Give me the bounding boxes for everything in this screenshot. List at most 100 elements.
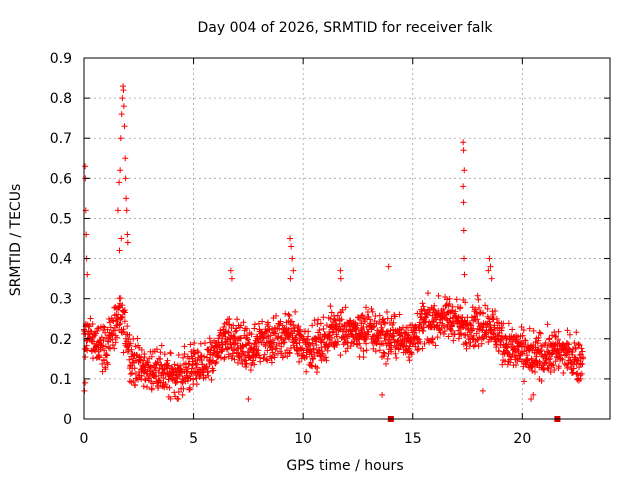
data-point (460, 183, 467, 190)
data-point (416, 336, 423, 343)
data-point (433, 316, 440, 323)
data-point (576, 351, 583, 358)
data-point (522, 337, 529, 344)
data-point (402, 342, 409, 349)
data-point (105, 316, 112, 323)
data-point (239, 348, 246, 355)
data-point (460, 147, 467, 154)
data-point (107, 336, 114, 343)
data-point (164, 357, 171, 364)
data-point (92, 347, 99, 354)
data-point (285, 326, 292, 333)
data-point (121, 318, 128, 325)
data-point (163, 384, 170, 391)
data-point (94, 325, 101, 332)
data-point (576, 342, 583, 349)
data-point (574, 357, 581, 364)
data-point (358, 312, 365, 319)
data-point (364, 331, 371, 338)
data-point (505, 320, 512, 327)
data-point (487, 326, 494, 333)
data-point (461, 167, 468, 174)
data-point (305, 328, 312, 335)
data-point (309, 322, 316, 329)
data-point (101, 347, 108, 354)
data-point (508, 354, 515, 361)
data-point (475, 343, 482, 350)
data-point (157, 349, 164, 356)
data-point (390, 333, 397, 340)
data-point (579, 355, 586, 362)
data-point (315, 347, 322, 354)
data-point (118, 314, 125, 321)
data-point (157, 361, 164, 368)
data-point (120, 349, 127, 356)
data-point (537, 330, 544, 337)
data-point (261, 351, 268, 358)
data-point (124, 323, 131, 330)
data-point (91, 346, 98, 353)
data-point (515, 333, 522, 340)
data-point (244, 336, 251, 343)
data-point (392, 313, 399, 320)
data-point (476, 304, 483, 311)
data-point (566, 354, 573, 361)
data-point (565, 341, 572, 348)
data-point (372, 348, 379, 355)
data-point (571, 339, 578, 346)
data-point (445, 302, 452, 309)
data-point (512, 361, 519, 368)
data-point (376, 347, 383, 354)
data-point (167, 349, 174, 356)
data-point (327, 303, 334, 310)
data-point (82, 163, 89, 170)
data-point (361, 318, 368, 325)
data-point (112, 339, 119, 346)
data-point (507, 359, 514, 366)
data-point (263, 356, 270, 363)
data-point (122, 155, 129, 162)
data-point (392, 350, 399, 357)
axis-ticks: 0 0.1 0.2 0.3 0.4 0.5 0.6 0.7 0.8 0.9 0 5 10 15 20 (50, 51, 610, 447)
data-point (432, 342, 439, 349)
data-point (252, 354, 259, 361)
x-tick-label: 20 (513, 431, 531, 447)
data-point (460, 227, 467, 234)
data-point (82, 353, 89, 360)
data-point (333, 333, 340, 340)
data-point (472, 306, 479, 313)
data-point (490, 331, 497, 338)
data-point (120, 103, 127, 110)
data-point (98, 342, 105, 349)
data-point (165, 363, 172, 370)
data-point (388, 342, 395, 349)
data-point (450, 337, 457, 344)
data-point (173, 379, 180, 386)
data-point (140, 383, 147, 390)
data-point (228, 275, 235, 282)
data-point (317, 320, 324, 327)
data-point (446, 295, 453, 302)
data-point (268, 340, 275, 347)
data-point (309, 340, 316, 347)
y-tick-label: 0.9 (50, 51, 72, 67)
data-point (559, 356, 566, 363)
data-point (225, 353, 232, 360)
data-point (281, 339, 288, 346)
data-point (411, 329, 418, 336)
data-point (118, 111, 125, 118)
data-point (320, 314, 327, 321)
data-point (265, 323, 272, 330)
data-point (441, 327, 448, 334)
data-point (447, 326, 454, 333)
data-point (323, 322, 330, 329)
data-point (288, 318, 295, 325)
data-point (255, 347, 262, 354)
data-point (263, 328, 270, 335)
data-point (370, 323, 377, 330)
data-point (325, 343, 332, 350)
data-point (182, 378, 189, 385)
data-point (430, 305, 437, 312)
data-point (197, 340, 204, 347)
